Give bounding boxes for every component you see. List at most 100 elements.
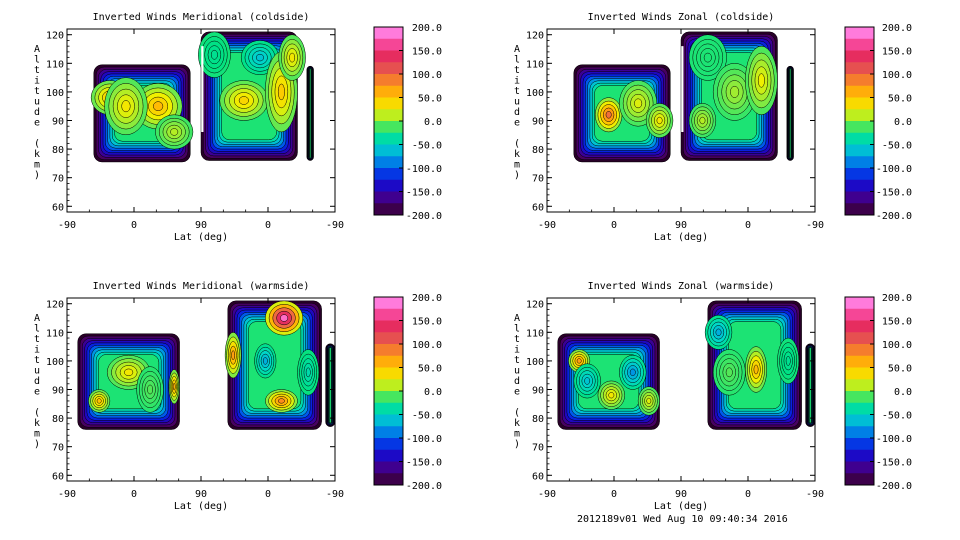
contour-region bbox=[289, 52, 296, 63]
colorbar-tick-label: -100.0 bbox=[406, 164, 442, 175]
colorbar: 200.0 150.0 100.0 50.0 0.0 -50.0 -100.0 -150.0 -… bbox=[373, 23, 442, 222]
x-tick-label: 0 bbox=[265, 489, 271, 500]
colorbar-swatch bbox=[374, 320, 403, 333]
colorbar-swatch bbox=[845, 414, 874, 427]
y-tick-label: 60 bbox=[52, 202, 64, 213]
colorbar-tick-label: -100.0 bbox=[876, 164, 912, 175]
plot-area bbox=[573, 31, 794, 163]
chart-panel: Inverted Winds Zonal (coldside) -90 0 90 0 -9… bbox=[514, 12, 912, 243]
y-tick-label: 80 bbox=[532, 414, 544, 425]
colorbar-swatch bbox=[374, 97, 403, 110]
contour-region bbox=[255, 53, 264, 62]
colorbar-swatch bbox=[845, 85, 874, 98]
contour-region bbox=[231, 350, 236, 361]
colorbar-swatch bbox=[845, 449, 874, 462]
colorbar-swatch bbox=[845, 50, 874, 63]
contour-band bbox=[809, 347, 812, 424]
colorbar: 200.0 150.0 100.0 50.0 0.0 -50.0 -100.0 -150.0 -… bbox=[844, 23, 912, 222]
x-tick-label: -90 bbox=[538, 489, 556, 500]
data-block bbox=[680, 31, 778, 161]
y-tick-label: 120 bbox=[46, 300, 64, 311]
colorbar-tick-label: 0.0 bbox=[424, 387, 442, 398]
colorbar-swatch bbox=[374, 109, 403, 122]
data-block bbox=[704, 300, 802, 430]
colorbar-tick-label: 150.0 bbox=[882, 317, 912, 328]
y-tick-label: 80 bbox=[52, 414, 64, 425]
y-tick-label: 90 bbox=[52, 386, 64, 397]
data-block bbox=[805, 343, 815, 427]
y-tick-label: 100 bbox=[46, 88, 64, 99]
colorbar-tick-label: 50.0 bbox=[888, 364, 912, 375]
y-tick-label: 100 bbox=[526, 88, 544, 99]
colorbar: 200.0 150.0 100.0 50.0 0.0 -50.0 -100.0 -150.0 -… bbox=[844, 293, 912, 492]
colorbar-swatch bbox=[374, 379, 403, 392]
contour-region bbox=[634, 98, 643, 109]
colorbar-swatch bbox=[374, 461, 403, 474]
x-axis-label: Lat (deg) bbox=[654, 501, 708, 512]
x-tick-label: 0 bbox=[265, 220, 271, 231]
colorbar-swatch bbox=[845, 391, 874, 404]
colorbar-swatch bbox=[845, 168, 874, 181]
contour-region bbox=[584, 377, 591, 385]
y-tick-label: 120 bbox=[526, 31, 544, 42]
contour-region bbox=[172, 382, 176, 391]
colorbar-swatch bbox=[845, 308, 874, 321]
colorbar-swatch bbox=[374, 38, 403, 51]
colorbar-swatch bbox=[374, 62, 403, 75]
data-block bbox=[198, 31, 306, 161]
colorbar-tick-label: -200.0 bbox=[876, 211, 912, 222]
y-tick-label: 110 bbox=[46, 328, 64, 339]
colorbar-swatch bbox=[374, 144, 403, 157]
colorbar-swatch bbox=[845, 461, 874, 474]
colorbar-swatch bbox=[845, 344, 874, 357]
plot-area bbox=[90, 31, 314, 163]
data-block bbox=[325, 343, 335, 427]
contour-region bbox=[715, 328, 722, 336]
chart-panel: Inverted Winds Meridional (coldside) -90 0… bbox=[34, 12, 442, 243]
colorbar-tick-label: 0.0 bbox=[894, 387, 912, 398]
chart-title: Inverted Winds Meridional (warmside) bbox=[93, 281, 310, 292]
contour-region bbox=[262, 357, 268, 365]
colorbar-swatch bbox=[845, 144, 874, 157]
colorbar-tick-label: 100.0 bbox=[882, 340, 912, 351]
contour-region bbox=[305, 367, 311, 378]
contour-region bbox=[238, 96, 249, 105]
y-tick-label: 80 bbox=[532, 145, 544, 156]
colorbar-tick-label: -150.0 bbox=[406, 188, 442, 199]
colorbar-tick-label: -50.0 bbox=[882, 141, 912, 152]
y-tick-label: 90 bbox=[532, 386, 544, 397]
colorbar-swatch bbox=[845, 191, 874, 204]
colorbar-tick-label: -50.0 bbox=[412, 411, 442, 422]
colorbar-swatch bbox=[374, 449, 403, 462]
colorbar-swatch bbox=[374, 27, 403, 40]
y-tick-label: 90 bbox=[52, 117, 64, 128]
colorbar-tick-label: 200.0 bbox=[412, 23, 442, 34]
colorbar-swatch bbox=[845, 109, 874, 122]
chart-panel: Inverted Winds Zonal (warmside) -90 0 90 0 -9… bbox=[514, 281, 912, 512]
colorbar-swatch bbox=[374, 355, 403, 368]
colorbar-tick-label: -200.0 bbox=[406, 481, 442, 492]
colorbar-tick-label: 200.0 bbox=[882, 23, 912, 34]
contour-region bbox=[656, 116, 663, 125]
contour-region bbox=[277, 398, 285, 404]
contour-region bbox=[124, 368, 134, 377]
footer-timestamp: 2012189v01 Wed Aug 10 09:40:34 2016 bbox=[577, 514, 788, 525]
colorbar-tick-label: -50.0 bbox=[882, 411, 912, 422]
colorbar-tick-label: 200.0 bbox=[412, 293, 442, 304]
y-tick-label: 100 bbox=[46, 357, 64, 368]
x-tick-label: 0 bbox=[611, 220, 617, 231]
colorbar-tick-label: -200.0 bbox=[876, 481, 912, 492]
colorbar-tick-label: 50.0 bbox=[418, 364, 442, 375]
colorbar-tick-label: -100.0 bbox=[406, 434, 442, 445]
x-tick-label: 0 bbox=[611, 489, 617, 500]
colorbar-swatch bbox=[374, 156, 403, 169]
x-tick-label: -90 bbox=[326, 220, 344, 231]
colorbar-swatch bbox=[374, 414, 403, 427]
x-tick-label: 0 bbox=[745, 489, 751, 500]
colorbar-swatch bbox=[845, 203, 874, 216]
contour-region bbox=[210, 49, 218, 60]
colorbar-tick-label: -150.0 bbox=[876, 458, 912, 469]
colorbar-swatch bbox=[374, 50, 403, 63]
contour-region bbox=[576, 358, 582, 364]
